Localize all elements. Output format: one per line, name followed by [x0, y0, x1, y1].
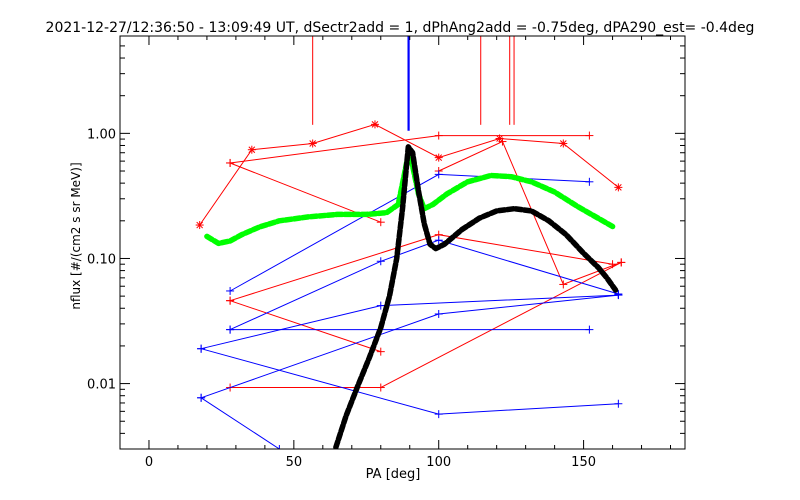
x-tick-label-2: 100	[426, 455, 451, 470]
series-13-line	[200, 397, 280, 449]
y-tick-label-0: 0.01	[87, 378, 116, 393]
marker-d2	[496, 135, 503, 142]
series-6-point-2	[617, 258, 626, 267]
series-4-line	[229, 234, 613, 302]
series-12-point-1	[434, 309, 443, 318]
series-15-curve	[333, 144, 619, 449]
series-0-line	[199, 123, 619, 226]
series-14-curve	[204, 148, 616, 247]
series-13-point-0	[197, 393, 206, 402]
series-12-line	[200, 294, 619, 399]
series-6-line	[230, 261, 622, 388]
series-8-line	[229, 239, 619, 331]
marker-d2	[248, 146, 256, 154]
marker-d2	[196, 221, 204, 229]
plot-marks	[195, 36, 626, 449]
marker-d2	[435, 154, 443, 161]
series-5-line	[229, 300, 381, 353]
series-7-point-1	[434, 170, 443, 179]
marker-d2	[371, 121, 379, 128]
series-8-point-2	[434, 236, 443, 245]
chart-title: 2021-12-27/12:36:50 - 13:09:49 UT, dSect…	[46, 20, 755, 36]
series-13-point-1	[275, 445, 284, 449]
marker-d2	[559, 140, 567, 147]
series-2-point-1	[434, 131, 443, 140]
plot-area	[195, 36, 626, 449]
series-2-point-2	[585, 131, 594, 140]
series-11-line	[200, 348, 619, 415]
series-0-point-0	[195, 221, 204, 230]
axes-group: 0 50 100 150 0.01 0.10 1.00	[87, 35, 685, 470]
series-10-point-1	[376, 301, 385, 310]
series-5-point-1	[376, 347, 385, 356]
series-9-point-0	[226, 325, 235, 334]
series-0-point-6	[559, 139, 568, 148]
series-3-point-1	[498, 137, 507, 146]
series-0-point-7	[614, 183, 623, 192]
series-11-point-1	[434, 410, 443, 419]
series-11-point-0	[197, 344, 206, 353]
series-9-point-1	[585, 325, 594, 334]
series-7-line	[229, 173, 590, 292]
marker-d2	[615, 184, 622, 191]
series-11-point-2	[614, 399, 623, 408]
series-10-line	[200, 294, 619, 350]
x-tick-label-1: 50	[286, 455, 303, 470]
series-0-point-1	[247, 145, 256, 154]
y-axis-label: nflux [#/(cm2 s sr MeV)]	[69, 162, 83, 309]
series-12-point-2	[614, 291, 623, 300]
marker-d2	[309, 140, 317, 147]
series-8-point-1	[376, 257, 385, 266]
y-tick-label-2: 1.00	[87, 127, 116, 142]
series-0-point-4	[434, 153, 443, 162]
x-tick-label-3: 150	[571, 455, 596, 470]
series-2-point-0	[226, 158, 235, 167]
x-tick-label-0: 0	[145, 455, 153, 470]
series-0-point-3	[370, 120, 379, 129]
series-0-point-2	[308, 139, 317, 148]
series-6-point-1	[376, 383, 385, 392]
y-tick-label-1: 0.10	[87, 252, 116, 267]
plot-frame	[119, 35, 686, 450]
series-1-point-1	[376, 218, 385, 227]
series-3-point-2	[559, 280, 568, 289]
series-5-point-0	[226, 296, 235, 305]
x-axis-label: PA [deg]	[366, 467, 421, 482]
series-7-point-0	[226, 286, 235, 295]
series-7-point-2	[585, 177, 594, 186]
